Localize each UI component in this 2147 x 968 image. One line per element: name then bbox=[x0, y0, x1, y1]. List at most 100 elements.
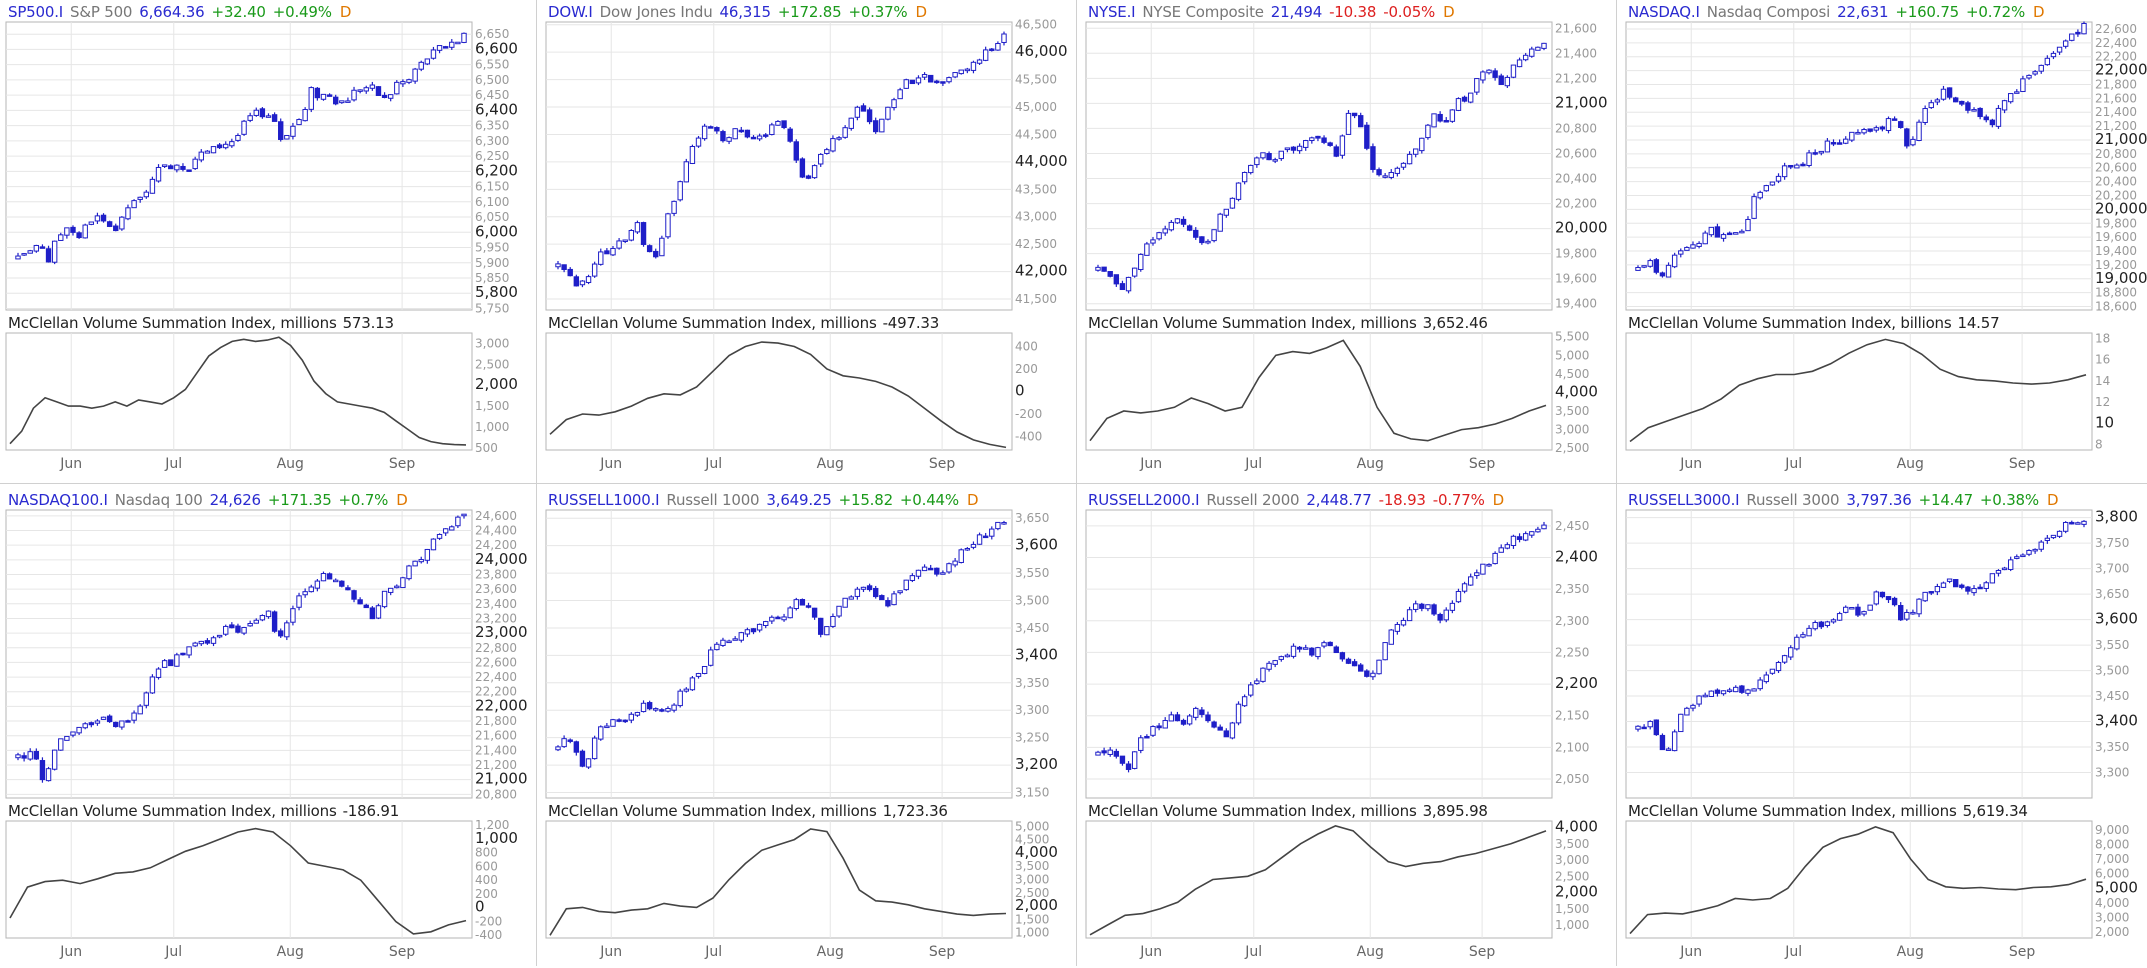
candle-body bbox=[1745, 218, 1751, 232]
frequency-indicator[interactable]: D bbox=[966, 491, 979, 509]
candle-body bbox=[332, 96, 339, 105]
price-candle bbox=[879, 594, 885, 601]
price-candle bbox=[1824, 138, 1831, 153]
chart-panel-sp500-i[interactable]: 6,650 6,600 6,550 6,500 6,450 6,400 6,350 6,300… bbox=[0, 0, 540, 480]
candle-body bbox=[946, 77, 952, 83]
price-tick-label: 46,000 bbox=[1015, 42, 1068, 60]
indicator-tick-label: 2,500 bbox=[1555, 869, 1589, 883]
candle-body bbox=[1437, 113, 1443, 122]
price-candle bbox=[1205, 239, 1211, 245]
indicator-tick-label: 400 bbox=[1015, 340, 1038, 354]
price-plot-frame bbox=[1085, 21, 1553, 311]
candle-body bbox=[1272, 660, 1278, 665]
frequency-indicator[interactable]: D bbox=[915, 3, 928, 21]
symbol-link[interactable]: SP500.I bbox=[8, 3, 63, 21]
frequency-indicator[interactable]: D bbox=[2046, 491, 2059, 509]
symbol-link[interactable]: NYSE.I bbox=[1088, 3, 1136, 21]
price-candle bbox=[610, 245, 616, 257]
frequency-indicator[interactable]: D bbox=[339, 3, 352, 21]
chart-header: NASDAQ100.I Nasdaq 100 24,626 +171.35 +0.7% D bbox=[8, 491, 408, 509]
price-candle bbox=[1437, 612, 1443, 624]
chart-svg: 22,60022,40022,20022,00021,80021,60021,4… bbox=[1625, 21, 2147, 472]
indicator-tick-label: 1,000 bbox=[475, 829, 518, 847]
price-candle bbox=[1684, 246, 1690, 251]
price-tick-label: 21,200 bbox=[1555, 71, 1597, 85]
candle-body bbox=[33, 244, 40, 252]
price-candle bbox=[1702, 692, 1708, 698]
price-change: -18.93 bbox=[1378, 491, 1426, 509]
chart-panel-nasdaq100-i[interactable]: 24,600 24,400 24,200 24,000 23,800 23,600 23,4… bbox=[0, 488, 540, 968]
instrument-name: S&P 500 bbox=[70, 3, 133, 21]
candle-body bbox=[326, 573, 333, 580]
indicator-tick-label: 4,500 bbox=[1555, 367, 1589, 381]
frequency-indicator[interactable]: D bbox=[2033, 3, 2045, 21]
price-candle bbox=[934, 79, 940, 84]
symbol-link[interactable]: NASDAQ.I bbox=[1628, 3, 1700, 21]
chart-svg: 2,4502,4002,3502,3002,2502,2002,1502,100… bbox=[1085, 509, 1598, 960]
price-candle bbox=[897, 87, 903, 100]
frequency-indicator[interactable]: D bbox=[1492, 491, 1505, 509]
candle-body bbox=[897, 590, 903, 594]
price-candle bbox=[70, 731, 76, 738]
chart-panel-nyse-i[interactable]: 21,600 21,400 21,200 21,000 20,800 20,600 20,4… bbox=[1080, 0, 1620, 480]
price-candle bbox=[394, 80, 400, 95]
month-label: Sep bbox=[929, 944, 956, 960]
chart-panel-russell3000-i[interactable]: 3,800 3,750 3,700 3,650 3,600 3,550 3,500 3,450… bbox=[1620, 488, 2147, 968]
candle-body bbox=[174, 164, 180, 171]
candle-body bbox=[76, 726, 82, 734]
candle-body bbox=[1248, 684, 1254, 696]
candle-body bbox=[1107, 749, 1113, 755]
candle-body bbox=[1278, 656, 1284, 660]
symbol-link[interactable]: RUSSELL1000.I bbox=[548, 491, 660, 509]
candle-body bbox=[259, 615, 266, 621]
price-candle bbox=[1254, 156, 1260, 168]
price-candle bbox=[253, 618, 259, 624]
symbol-link[interactable]: DOW.I bbox=[548, 3, 593, 21]
month-label: Aug bbox=[1897, 944, 1924, 960]
candle-body bbox=[247, 115, 253, 121]
candle-body bbox=[1229, 197, 1236, 209]
price-candle bbox=[1867, 128, 1873, 133]
candle-body bbox=[1186, 715, 1193, 725]
candle-body bbox=[598, 251, 604, 265]
price-candle bbox=[915, 75, 922, 86]
candle-body bbox=[1272, 159, 1278, 162]
frequency-indicator[interactable]: D bbox=[1443, 3, 1455, 21]
price-candle bbox=[1965, 100, 1971, 114]
price-tick-label: 5,850 bbox=[475, 271, 509, 285]
price-tick-label: 6,400 bbox=[475, 100, 518, 118]
price-candle bbox=[375, 86, 382, 96]
price-candle bbox=[1290, 146, 1297, 154]
candle-body bbox=[1498, 547, 1504, 553]
symbol-link[interactable]: RUSSELL3000.I bbox=[1628, 491, 1740, 509]
symbol-link[interactable]: RUSSELL2000.I bbox=[1088, 491, 1200, 509]
candle-body bbox=[1144, 243, 1150, 256]
symbol-link[interactable]: NASDAQ100.I bbox=[8, 491, 108, 509]
candle-body bbox=[174, 654, 180, 667]
candle-body bbox=[314, 580, 321, 589]
candle-body bbox=[1131, 751, 1138, 769]
candle-body bbox=[872, 120, 879, 133]
candle-body bbox=[818, 617, 824, 635]
price-candle bbox=[64, 735, 70, 741]
price-candle bbox=[1946, 578, 1953, 584]
candle-body bbox=[604, 725, 610, 729]
price-candle bbox=[302, 107, 308, 122]
price-candle bbox=[1726, 231, 1733, 236]
price-candle bbox=[1541, 521, 1547, 530]
candle-body bbox=[915, 569, 922, 577]
price-candle bbox=[854, 105, 861, 121]
candle-body bbox=[921, 74, 928, 78]
frequency-indicator[interactable]: D bbox=[396, 491, 408, 509]
indicator-value: 14.57 bbox=[1957, 314, 2000, 332]
candle-body bbox=[400, 577, 406, 589]
chart-panel-russell1000-i[interactable]: 3,650 3,600 3,550 3,500 3,450 3,400 3,350 3,300… bbox=[540, 488, 1080, 968]
chart-panel-dow-i[interactable]: 46,500 46,000 45,500 45,000 44,500 44,000 43,5… bbox=[540, 0, 1080, 480]
candle-body bbox=[369, 607, 376, 620]
chart-panel-russell2000-i[interactable]: 2,450 2,400 2,350 2,300 2,250 2,200 2,150 2,100… bbox=[1080, 488, 1620, 968]
chart-panel-nasdaq-i[interactable]: 22,600 22,400 22,200 22,000 21,800 21,600 21,4… bbox=[1620, 0, 2147, 480]
indicator-title: McClellan Volume Summation Index, millio… bbox=[1088, 314, 1488, 332]
price-candle bbox=[1107, 747, 1113, 757]
candle-body bbox=[2069, 33, 2075, 41]
candle-body bbox=[769, 616, 775, 622]
